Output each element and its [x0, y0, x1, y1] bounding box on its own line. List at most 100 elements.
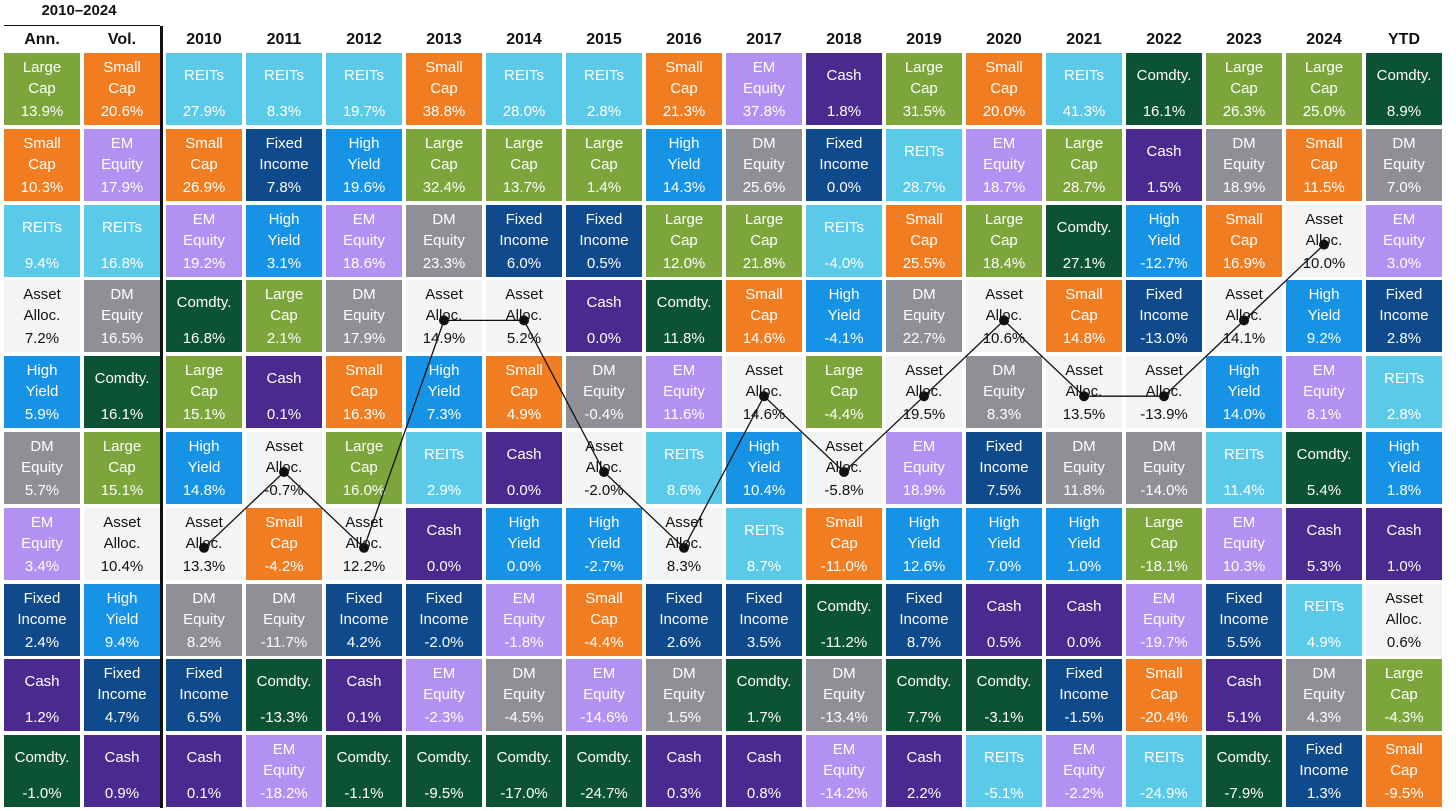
- tile-return-value: -4.0%: [824, 254, 864, 272]
- tile-vol-ca: Cash 0.9%: [84, 735, 160, 808]
- tile-2014-co: Comdty. -17.0%: [486, 735, 562, 808]
- tile-return-value: 37.8%: [742, 103, 786, 120]
- tile-return-value: 2.8%: [586, 103, 622, 120]
- tile-return-value: 20.6%: [100, 103, 144, 120]
- tile-return-value: 13.3%: [182, 557, 226, 575]
- tile-return-value: 5.7%: [24, 482, 60, 499]
- tile-2011-aa: Asset Alloc. -0.7%: [246, 432, 322, 504]
- tile-asset-class-label: Small Cap: [1305, 134, 1343, 173]
- tile-return-value: -2.7%: [584, 557, 624, 575]
- tile-asset-class-label: DM Equity: [743, 134, 785, 173]
- tile-return-value: -7.9%: [1224, 785, 1264, 803]
- tile-asset-class-label: High Yield: [427, 362, 461, 401]
- tile-asset-class-label: DM Equity: [343, 286, 385, 325]
- column-header-vol: Vol.: [107, 31, 137, 48]
- tile-asset-class-label: Comdty.: [896, 673, 952, 691]
- tile-asset-class-label: Large Cap: [504, 134, 544, 173]
- tile-2024-fi: Fixed Income 1.3%: [1286, 735, 1362, 808]
- tile-asset-class-label: REITs: [583, 67, 624, 84]
- tile-vol-aa: Asset Alloc. 10.4%: [84, 507, 160, 580]
- tile-asset-class-label: Asset Alloc.: [23, 286, 61, 325]
- tile-return-value: 6.5%: [186, 709, 222, 727]
- tile-return-value: 8.3%: [266, 103, 302, 120]
- tile-asset-class-label: Small Cap: [985, 59, 1023, 97]
- tile-2013-lc: Large Cap 32.4%: [406, 128, 482, 201]
- tile-2021-fi: Fixed Income -1.5%: [1046, 659, 1122, 732]
- tile-return-value: 38.8%: [422, 103, 466, 120]
- tile-2013-co: Comdty. -9.5%: [406, 735, 482, 808]
- tile-asset-class-label: High Yield: [507, 513, 541, 552]
- tile-return-value: 16.9%: [1222, 254, 1266, 272]
- tile-asset-class-label: DM Equity: [823, 665, 865, 704]
- tile-asset-class-label: Asset Alloc.: [1145, 362, 1183, 401]
- tile-return-value: 1.8%: [826, 103, 862, 120]
- tile-2016-sc: Small Cap 21.3%: [646, 53, 722, 125]
- tile-asset-class-label: Fixed Income: [1219, 589, 1269, 628]
- tile-2017-aa: Asset Alloc. 14.6%: [726, 356, 802, 429]
- tile-2022-co: Comdty. 16.1%: [1126, 53, 1202, 125]
- tile-asset-class-label: EM Equity: [1303, 362, 1345, 401]
- tile-2015-hy: High Yield -2.7%: [566, 507, 642, 580]
- tile-asset-class-label: High Yield: [25, 362, 59, 401]
- tile-return-value: 6.0%: [506, 254, 542, 272]
- tile-return-value: -2.2%: [1064, 785, 1104, 803]
- tile-asset-class-label: Small Cap: [665, 59, 703, 97]
- tile-return-value: -12.7%: [1140, 254, 1188, 272]
- column-header-2010: 2010: [186, 31, 222, 48]
- tile-return-value: 22.7%: [902, 330, 946, 348]
- tile-return-value: 4.2%: [346, 633, 382, 651]
- column-header-2016: 2016: [666, 31, 702, 48]
- tile-2023-aa: Asset Alloc. 14.1%: [1206, 280, 1282, 353]
- tile-asset-class-label: EM Equity: [503, 589, 545, 628]
- tile-asset-class-label: Fixed Income: [659, 589, 709, 628]
- tile-2021-co: Comdty. 27.1%: [1046, 204, 1122, 277]
- column-header-2022: 2022: [1146, 31, 1182, 48]
- tile-2021-sc: Small Cap 14.8%: [1046, 280, 1122, 353]
- tile-asset-class-label: Small Cap: [425, 59, 463, 97]
- tile-2010-sc: Small Cap 26.9%: [166, 128, 242, 201]
- tile-return-value: 7.5%: [986, 482, 1022, 499]
- tile-ytd-em: EM Equity 3.0%: [1366, 204, 1442, 277]
- tile-2016-fi: Fixed Income 2.6%: [646, 583, 722, 656]
- tile-asset-class-label: Fixed Income: [739, 589, 789, 628]
- tile-return-value: 0.1%: [346, 709, 382, 727]
- tile-2017-fi: Fixed Income 3.5%: [726, 583, 802, 656]
- tile-return-value: 1.0%: [1386, 557, 1422, 575]
- tile-return-value: 9.4%: [104, 633, 140, 651]
- tile-asset-class-label: High Yield: [747, 438, 781, 476]
- tile-return-value: 16.8%: [100, 254, 144, 272]
- tile-2020-re: REITs -5.1%: [966, 735, 1042, 808]
- column-header-2024: 2024: [1306, 31, 1342, 48]
- tile-return-value: 14.8%: [182, 482, 226, 499]
- tile-2012-lc: Large Cap 16.0%: [326, 432, 402, 504]
- tile-asset-class-label: Large Cap: [1064, 134, 1104, 173]
- tile-2011-dm: DM Equity -11.7%: [246, 583, 322, 656]
- tile-2023-ca: Cash 5.1%: [1206, 659, 1282, 732]
- tile-2024-re: REITs 4.9%: [1286, 583, 1362, 656]
- tile-asset-class-label: Large Cap: [102, 438, 142, 476]
- tile-ytd-co: Comdty. 8.9%: [1366, 53, 1442, 125]
- tile-return-value: 14.9%: [422, 330, 466, 348]
- tile-return-value: 12.6%: [902, 557, 946, 575]
- tile-return-value: 5.9%: [24, 406, 60, 424]
- tile-2014-re: REITs 28.0%: [486, 53, 562, 125]
- tile-2020-aa: Asset Alloc. 10.6%: [966, 280, 1042, 353]
- tile-2016-hy: High Yield 14.3%: [646, 128, 722, 201]
- tile-asset-class-label: Asset Alloc.: [185, 513, 223, 552]
- tile-ytd-re: REITs 2.8%: [1366, 356, 1442, 429]
- tile-return-value: 1.5%: [1146, 178, 1182, 196]
- tile-asset-class-label: High Yield: [1387, 438, 1421, 476]
- tile-return-value: 14.3%: [662, 178, 706, 196]
- tile-return-value: -4.1%: [824, 330, 864, 348]
- tile-return-value: 7.0%: [1386, 178, 1422, 196]
- column-header-ann: Ann.: [24, 31, 60, 48]
- tile-asset-class-label: EM Equity: [1063, 741, 1105, 780]
- tile-2015-aa: Asset Alloc. -2.0%: [566, 432, 642, 504]
- tile-vol-lc: Large Cap 15.1%: [84, 432, 160, 504]
- tile-return-value: 8.9%: [1386, 103, 1422, 120]
- tile-return-value: -2.3%: [424, 709, 464, 727]
- tile-2011-fi: Fixed Income 7.8%: [246, 128, 322, 201]
- tile-return-value: -1.5%: [1064, 709, 1104, 727]
- tile-return-value: 12.2%: [342, 557, 386, 575]
- tile-return-value: 11.4%: [1223, 482, 1265, 499]
